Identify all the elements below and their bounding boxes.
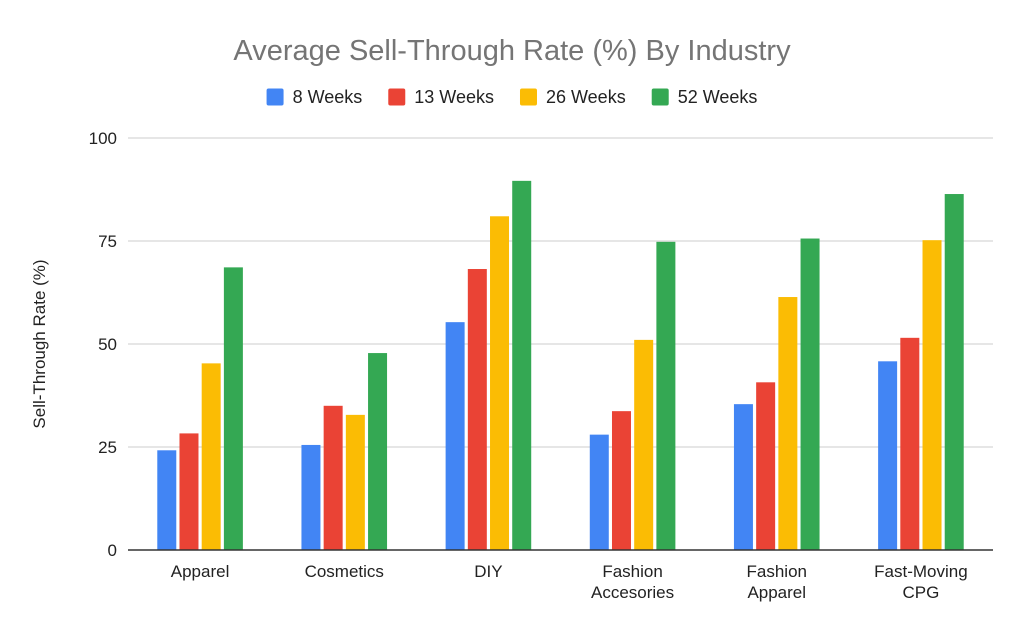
bar	[922, 240, 942, 550]
bar	[778, 297, 798, 550]
legend-label: 26 Weeks	[546, 87, 626, 107]
bar	[179, 433, 199, 550]
y-tick-label: 0	[108, 541, 117, 560]
legend-swatch	[388, 88, 406, 106]
bar	[589, 434, 609, 550]
x-tick-label: Fast-Moving	[874, 562, 968, 581]
y-axis-ticks: 0 25 50 75 100	[89, 129, 117, 560]
bar	[611, 411, 631, 550]
gridlines	[128, 137, 993, 448]
x-axis-labels: Apparel Cosmetics DIY Fashion Accesories Fash…	[171, 562, 968, 602]
legend-swatch	[266, 88, 284, 106]
legend-swatch	[519, 88, 537, 106]
x-tick-label: DIY	[474, 562, 502, 581]
x-tick-label: Cosmetics	[305, 562, 384, 581]
x-tick-label: Accesories	[591, 583, 674, 602]
bar	[512, 180, 532, 550]
x-tick-label: Apparel	[171, 562, 230, 581]
bar	[201, 363, 221, 550]
bar	[756, 382, 776, 550]
bar	[944, 194, 964, 551]
bar	[157, 450, 177, 550]
y-tick-label: 100	[89, 129, 117, 148]
bar	[733, 404, 753, 550]
legend-label: 8 Weeks	[293, 87, 363, 107]
bar	[323, 405, 343, 550]
legend-label: 52 Weeks	[678, 87, 758, 107]
legend: 8 Weeks 13 Weeks 26 Weeks 52 Weeks	[266, 87, 758, 107]
x-tick-label: Fashion	[747, 562, 807, 581]
bars	[157, 180, 964, 551]
bar	[634, 339, 654, 550]
x-tick-label: CPG	[902, 583, 939, 602]
legend-swatch	[651, 88, 669, 106]
legend-label: 13 Weeks	[414, 87, 494, 107]
legend-item: 26 Weeks	[519, 87, 626, 107]
chart-title: Average Sell-Through Rate (%) By Industr…	[233, 35, 791, 67]
bar	[368, 353, 388, 550]
x-tick-label: Apparel	[747, 583, 806, 602]
y-tick-label: 50	[98, 335, 117, 354]
bar	[800, 238, 820, 550]
legend-item: 13 Weeks	[388, 87, 494, 107]
y-axis-label: Sell-Through Rate (%)	[30, 259, 49, 428]
bar	[490, 216, 510, 550]
bar	[223, 267, 243, 550]
bar	[345, 414, 365, 550]
legend-item: 8 Weeks	[266, 87, 363, 107]
y-tick-label: 75	[98, 232, 117, 251]
bar	[656, 241, 676, 550]
y-tick-label: 25	[98, 438, 117, 457]
bar	[878, 361, 898, 550]
bar	[900, 337, 920, 550]
bar	[445, 322, 465, 550]
x-tick-label: Fashion	[602, 562, 662, 581]
legend-item: 52 Weeks	[651, 87, 758, 107]
bar	[301, 444, 321, 550]
bar	[467, 269, 487, 550]
